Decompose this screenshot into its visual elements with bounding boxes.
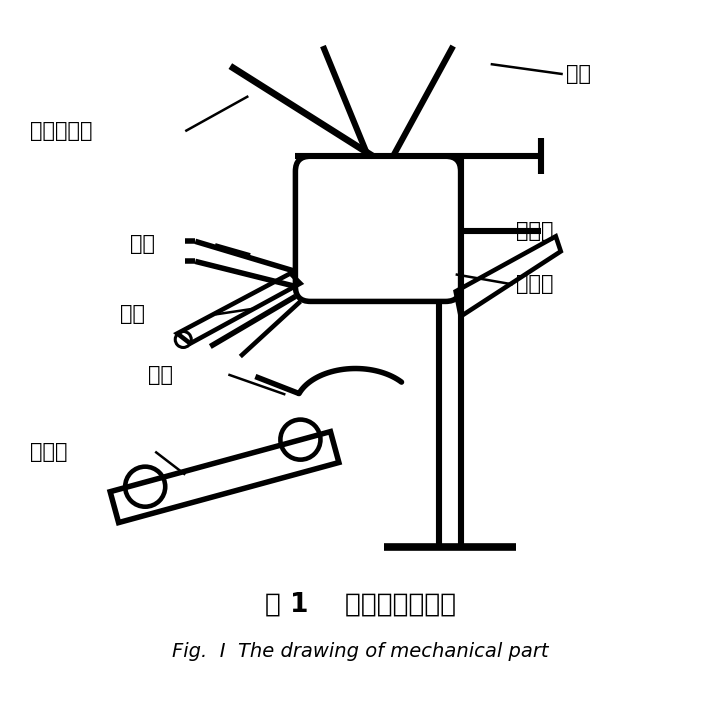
Text: 喷嘴: 喷嘴 (120, 304, 145, 324)
Text: 送风口: 送风口 (516, 275, 553, 294)
Text: 料仓: 料仓 (566, 64, 590, 84)
Text: Fig.  I  The drawing of mechanical part: Fig. I The drawing of mechanical part (172, 642, 549, 662)
Text: 快慢流闸门: 快慢流闸门 (30, 121, 92, 141)
Text: 压力罐: 压力罐 (516, 221, 553, 241)
Text: 袋夹: 袋夹 (131, 235, 155, 255)
Text: 传送带: 传送带 (30, 441, 68, 461)
Text: 图 1    机械部分示意图: 图 1 机械部分示意图 (265, 592, 456, 618)
Text: 袋托: 袋托 (149, 364, 173, 384)
